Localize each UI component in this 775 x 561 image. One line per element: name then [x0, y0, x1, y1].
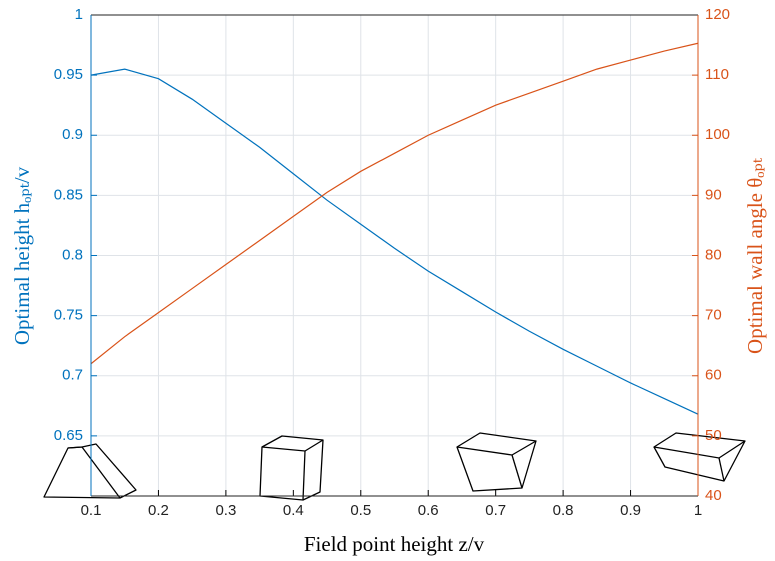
plot-lines: [90, 42, 699, 415]
frustum-3: [456, 432, 537, 492]
y2-axis-label: Optimal wall angle θₒₚₜ: [743, 157, 767, 354]
shapes: [43, 432, 746, 501]
x-tick-label: 0.9: [620, 502, 641, 519]
x-tick-label: 0.3: [215, 502, 236, 519]
y-tick-label: 0.85: [54, 186, 83, 203]
y-tick-label: 0.95: [54, 66, 83, 83]
y2-tick-label: 40: [705, 487, 722, 504]
y-tick-label: 1: [75, 6, 83, 23]
y2-tick-label: 90: [705, 186, 722, 203]
y2-tick-label: 110: [705, 66, 729, 83]
y-tick-label: 0.75: [54, 307, 83, 324]
x-tick-label: 0.7: [485, 502, 506, 519]
x-axis-label: Field point height z/v: [304, 532, 485, 556]
x-tick-label: 0.8: [553, 502, 574, 519]
x-tick-label: 0.6: [418, 502, 439, 519]
x-tick-label: 0.4: [283, 502, 304, 519]
y2-tick-label: 70: [705, 307, 722, 324]
x-tick-label: 0.1: [81, 502, 102, 519]
y2-tick-label: 120: [705, 6, 730, 23]
frustum-1: [43, 443, 137, 499]
y2-tick-label: 80: [705, 246, 722, 263]
y-axis-label: Optimal height hₒₚₜ/v: [10, 166, 34, 345]
y-tick-label: 0.9: [62, 126, 83, 143]
y-tick-label: 0.65: [54, 427, 83, 444]
frustum-4: [653, 432, 746, 482]
y2-tick-label: 60: [705, 367, 722, 384]
x-tick-label: 0.2: [148, 502, 169, 519]
y-tick-label: 0.8: [62, 246, 83, 263]
y-tick-label: 0.7: [62, 367, 83, 384]
series-line: [90, 42, 699, 365]
y2-tick-label: 100: [705, 126, 730, 143]
grid: [90, 14, 699, 496]
x-tick-label: 0.5: [350, 502, 371, 519]
y2-tick-label: 50: [705, 427, 722, 444]
x-tick-label: 1: [694, 502, 702, 519]
series-line: [90, 68, 699, 415]
axes: 0.1 0.2 0.3 0.4 0.5 0.6 0.7 0.8 0.9 1 0.65 0.7 0.75 0…: [54, 6, 730, 519]
